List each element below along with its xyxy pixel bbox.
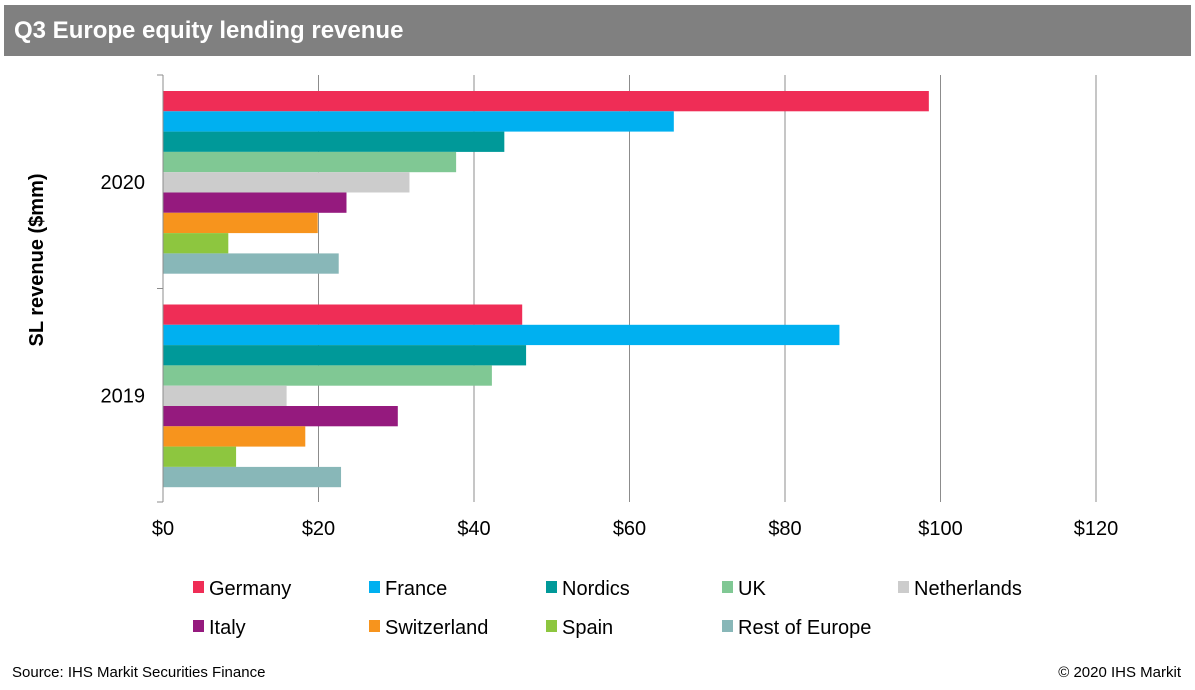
bar-rest-of-europe-2020 xyxy=(163,253,339,274)
x-tick-label: $80 xyxy=(768,518,801,540)
legend-label: France xyxy=(385,578,447,600)
x-tick-label: $100 xyxy=(918,518,963,540)
legend-swatch-italy xyxy=(193,620,204,632)
bar-france-2020 xyxy=(163,111,674,132)
bar-italy-2020 xyxy=(163,192,347,213)
legend-swatch-rest-of-europe xyxy=(722,620,733,632)
bar-switzerland-2019 xyxy=(163,426,306,447)
bar-germany-2019 xyxy=(163,304,523,325)
legend-label: Switzerland xyxy=(385,617,488,639)
legend-label: Netherlands xyxy=(914,578,1022,600)
copyright-note: © 2020 IHS Markit xyxy=(1058,664,1181,681)
bar-germany-2020 xyxy=(163,91,929,112)
legend-swatch-france xyxy=(369,581,380,593)
bar-uk-2019 xyxy=(163,365,492,386)
legend-label: Germany xyxy=(209,578,291,600)
legend-label: Spain xyxy=(562,617,613,639)
bar-nordics-2020 xyxy=(163,131,505,152)
x-tick-label: $40 xyxy=(457,518,490,540)
bar-nordics-2019 xyxy=(163,345,527,366)
bar-uk-2020 xyxy=(163,151,457,173)
bar-switzerland-2020 xyxy=(163,212,318,234)
bar-spain-2020 xyxy=(163,233,229,254)
bar-rest-of-europe-2019 xyxy=(163,466,342,488)
chart-title: Q3 Europe equity lending revenue xyxy=(14,17,404,44)
x-tick-label: $120 xyxy=(1074,518,1119,540)
category-label: 2019 xyxy=(101,385,146,407)
source-note: Source: IHS Markit Securities Finance xyxy=(12,664,266,681)
bar-netherlands-2020 xyxy=(163,172,410,193)
bar-netherlands-2019 xyxy=(163,385,287,406)
legend-swatch-nordics xyxy=(546,581,557,593)
bar-france-2019 xyxy=(163,324,840,346)
y-axis-title: SL revenue ($mm) xyxy=(26,173,48,346)
legend-swatch-germany xyxy=(193,581,204,593)
legend-label: UK xyxy=(738,578,766,600)
legend-swatch-uk xyxy=(722,581,733,593)
x-tick-label: $60 xyxy=(613,518,646,540)
bar-italy-2019 xyxy=(163,406,398,427)
x-tick-label: $0 xyxy=(152,518,174,540)
bar-spain-2019 xyxy=(163,446,237,467)
legend-swatch-netherlands xyxy=(898,581,909,593)
legend-label: Italy xyxy=(209,617,246,639)
title-bar: Q3 Europe equity lending revenue xyxy=(4,5,1191,56)
legend-label: Rest of Europe xyxy=(738,617,871,639)
legend-label: Nordics xyxy=(562,578,630,600)
x-tick-label: $20 xyxy=(302,518,335,540)
legend-swatch-switzerland xyxy=(369,620,380,632)
legend-swatch-spain xyxy=(546,620,557,632)
category-label: 2020 xyxy=(101,172,146,194)
